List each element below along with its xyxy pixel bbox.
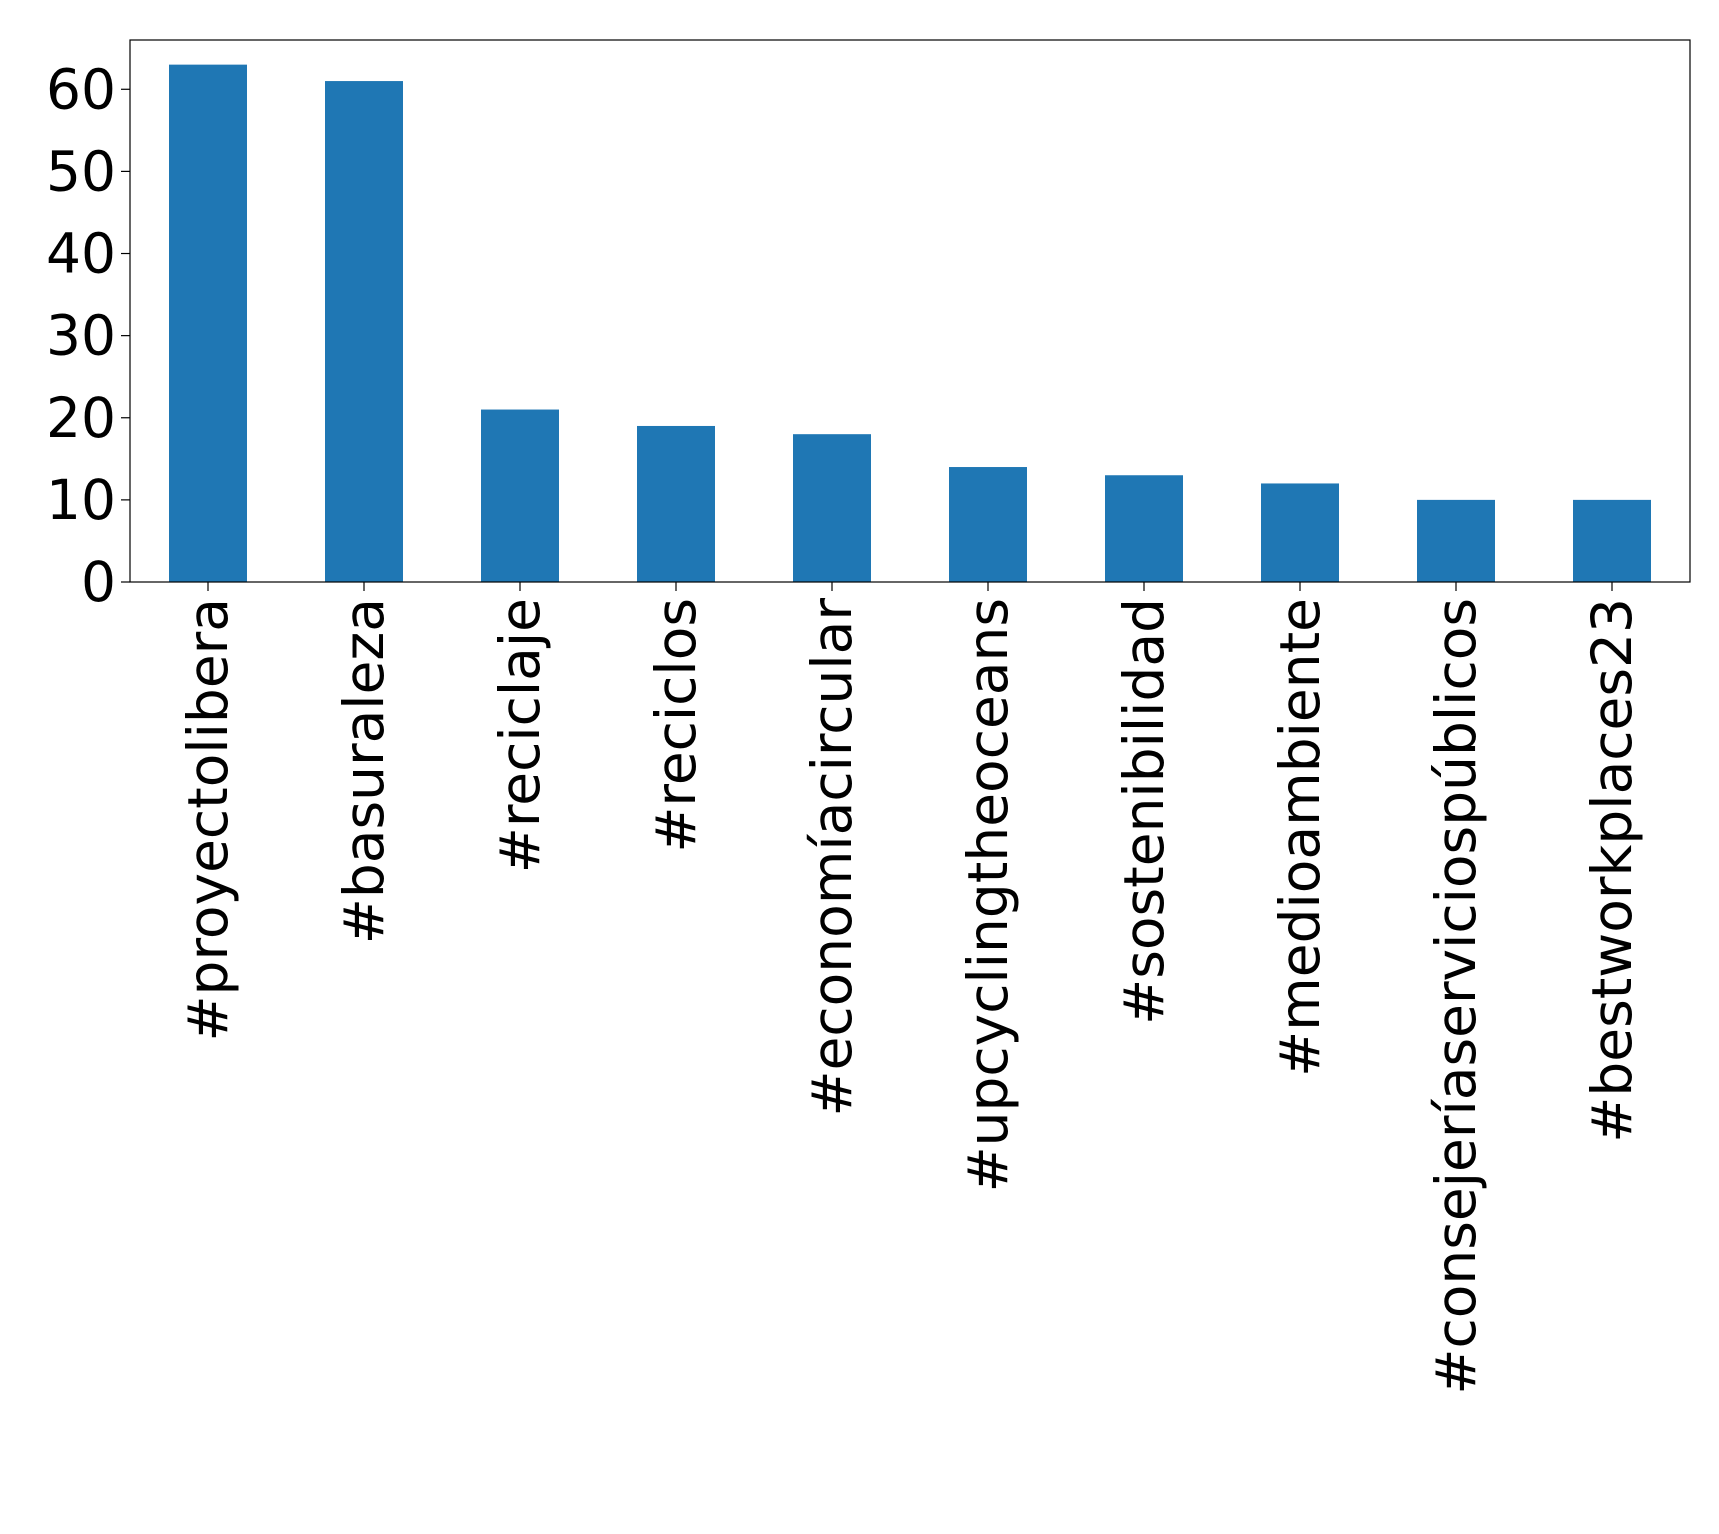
bar — [637, 425, 715, 582]
x-tick-label: #consejeríaserviciospúblicos — [1424, 598, 1488, 1395]
bar — [1105, 475, 1183, 582]
plot-frame — [129, 39, 1691, 583]
y-tick-label: 30 — [46, 304, 116, 368]
y-tick-label: 60 — [46, 57, 116, 121]
x-tick-label: #reciclos — [644, 598, 708, 853]
bars-group — [169, 64, 1651, 583]
x-tick-label: #economíacircular — [800, 598, 864, 1117]
bar — [793, 434, 871, 582]
bar — [1261, 483, 1339, 582]
y-tick-label: 50 — [46, 139, 116, 203]
x-axis: #proyectolibera #basuraleza #reciclaje #rec… — [176, 582, 1644, 1395]
bar — [481, 409, 559, 582]
x-tick-label: #basuraleza — [332, 598, 396, 944]
bar — [1417, 499, 1495, 582]
bar — [949, 467, 1027, 582]
x-tick-label: #bestworkplaces23 — [1580, 598, 1644, 1143]
y-tick-label: 0 — [81, 550, 116, 614]
x-tick-label: #medioambiente — [1268, 598, 1332, 1077]
y-tick-label: 10 — [46, 468, 116, 532]
bar — [1573, 499, 1651, 582]
x-tick-label: #sostenibilidad — [1112, 598, 1176, 1025]
x-tick-label: #proyectolibera — [176, 598, 240, 1042]
x-tick-label: #reciclaje — [488, 598, 552, 873]
y-axis: 0 10 20 30 40 50 60 — [46, 57, 130, 614]
bar — [325, 81, 403, 582]
y-tick-label: 20 — [46, 386, 116, 450]
x-tick-label: #upcyclingtheoceans — [956, 598, 1020, 1192]
bar — [169, 64, 247, 583]
y-tick-label: 40 — [46, 222, 116, 286]
